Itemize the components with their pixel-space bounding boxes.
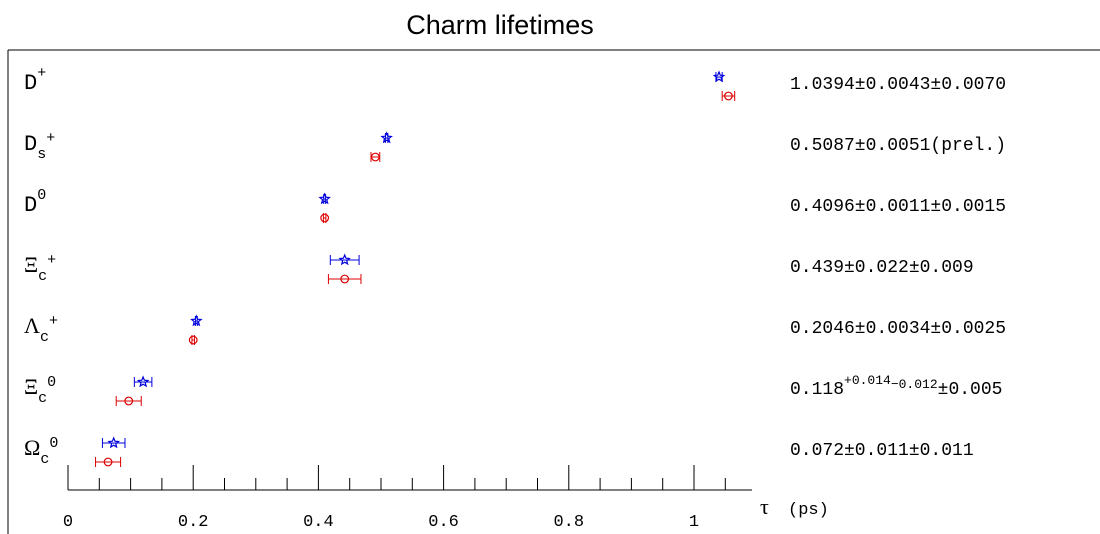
- star-point: [136, 375, 150, 388]
- value-text: 0.072±0.011±0.011: [790, 441, 974, 461]
- circle-point: [103, 457, 113, 467]
- value-texts: 1.0394±0.0043±0.0070 0.5087±0.0051(prel.)…: [790, 75, 1006, 461]
- x-axis-label: τ: [760, 494, 769, 519]
- particle-label: Ds+: [24, 130, 55, 163]
- particle-label: Ξc+: [24, 252, 56, 285]
- value-text: 0.2046±0.0034±0.0025: [790, 319, 1006, 339]
- circle-point: [370, 152, 380, 162]
- value-text: 0.4096±0.0011±0.0015: [790, 197, 1006, 217]
- circle-point: [124, 396, 134, 406]
- plot-frame: [7, 49, 1100, 534]
- particle-label: Ωc0: [24, 435, 58, 468]
- x-tick-label: 0.6: [428, 513, 459, 532]
- star-point: [338, 253, 351, 266]
- particle-label: Λc+: [24, 313, 58, 346]
- circle-point: [724, 91, 733, 101]
- circle-point: [340, 274, 350, 284]
- star-point: [190, 314, 203, 327]
- particle-labels: D+ Ds+ D0 Ξc+ Λc+ Ξc0 Ωc0: [24, 65, 58, 468]
- chart-title: Charm lifetimes: [406, 10, 594, 40]
- x-axis-unit: (ps): [788, 501, 829, 520]
- circle-point: [188, 335, 198, 345]
- value-text: 0.5087±0.0051(prel.): [790, 136, 1006, 156]
- star-point: [712, 70, 726, 83]
- circle-point: [320, 213, 330, 223]
- particle-label: Ξc0: [24, 374, 56, 407]
- data-marks: [95, 70, 736, 467]
- x-tick-label: 0: [63, 513, 73, 532]
- value-text: 0.118+0.014−0.012±0.005: [790, 373, 1002, 400]
- particle-label: D+: [24, 65, 46, 96]
- x-tick-label: 0.4: [303, 513, 334, 532]
- x-tick-label: 1: [689, 513, 699, 532]
- x-axis: 0 0.2 0.4 0.6 0.8 1 τ (ps): [63, 465, 829, 532]
- x-tick-label: 0.2: [178, 513, 209, 532]
- particle-label: D0: [24, 187, 46, 218]
- star-point: [318, 192, 331, 205]
- star-point: [380, 131, 393, 144]
- x-tick-label: 0.8: [553, 513, 584, 532]
- star-point: [107, 436, 121, 449]
- value-text: 0.439±0.022±0.009: [790, 258, 974, 278]
- value-text: 1.0394±0.0043±0.0070: [790, 75, 1006, 95]
